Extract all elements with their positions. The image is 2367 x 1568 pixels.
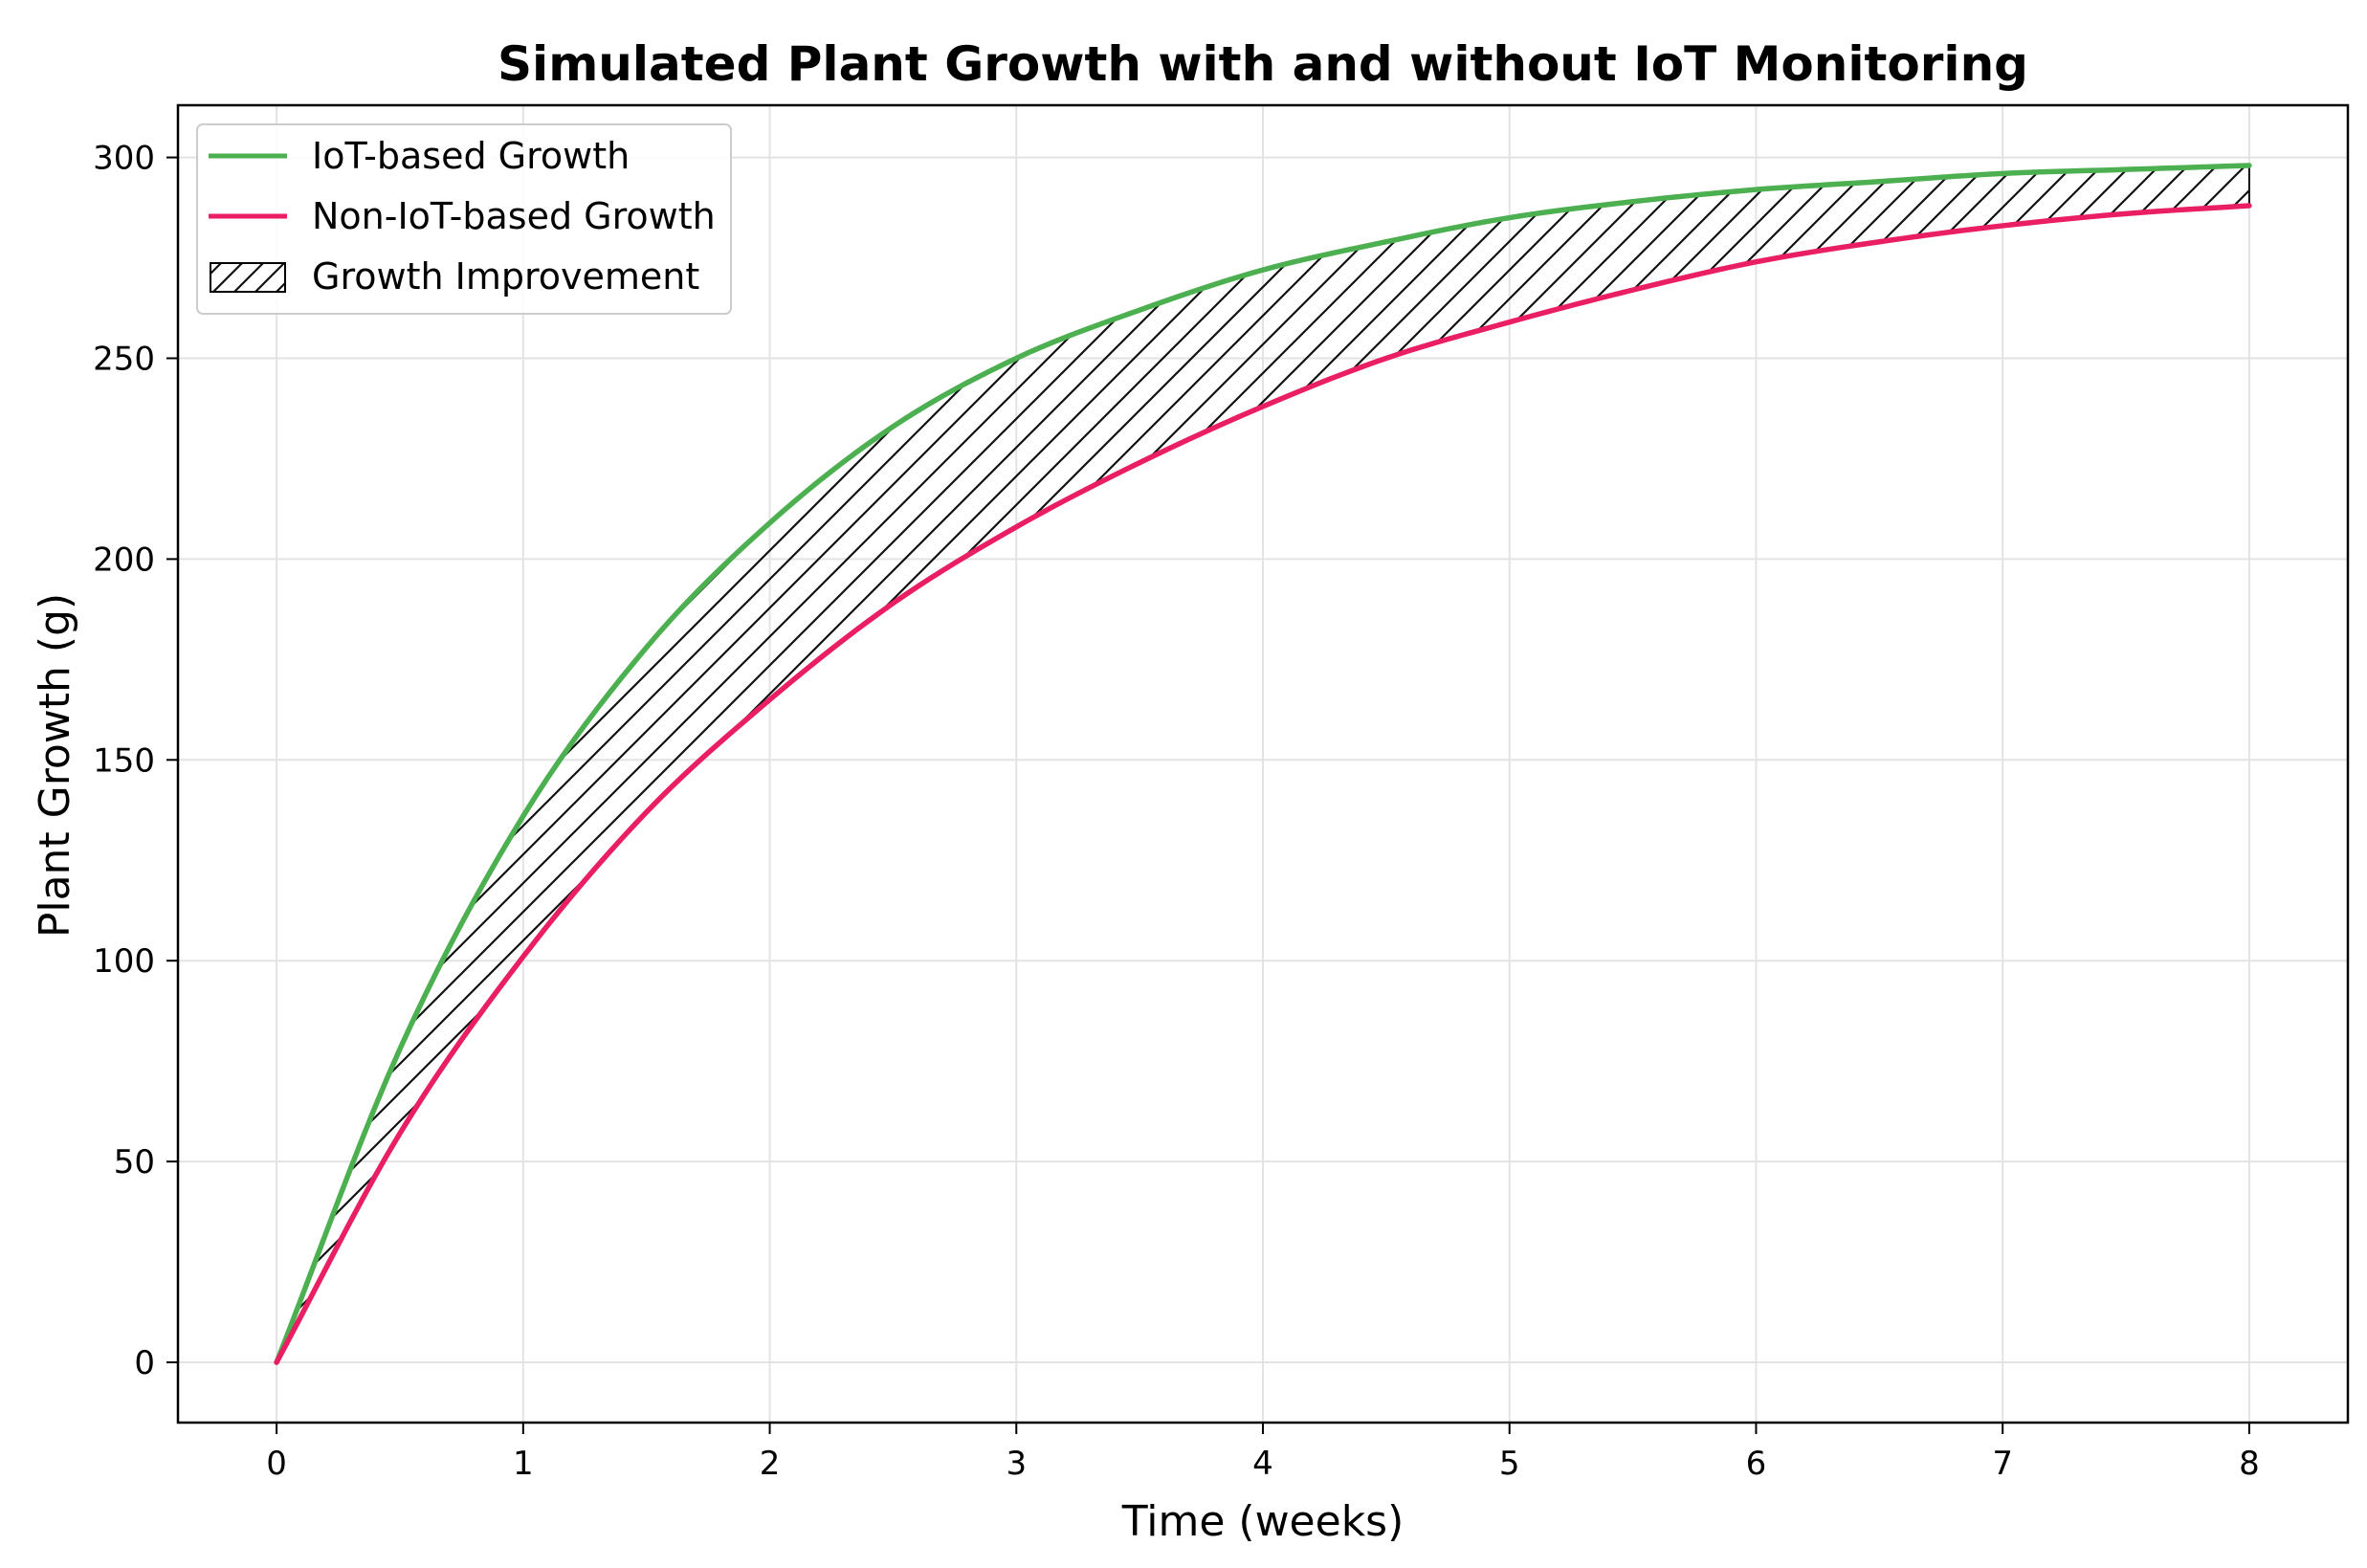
x-tick-label: 4 — [1252, 1445, 1273, 1483]
y-tick-label: 300 — [93, 140, 155, 178]
legend-label-non-iot: Non-IoT-based Growth — [312, 195, 716, 237]
chart-title: Simulated Plant Growth with and without … — [498, 36, 2028, 92]
y-tick-label: 50 — [114, 1143, 155, 1182]
y-tick-label: 100 — [93, 942, 155, 981]
x-tick-label: 3 — [1006, 1445, 1027, 1483]
x-tick-label: 7 — [1992, 1445, 2013, 1483]
legend: IoT-based Growth Non-IoT-based Growth Gr… — [197, 124, 731, 314]
y-tick-label: 250 — [93, 340, 155, 378]
y-tick-label: 200 — [93, 541, 155, 579]
x-tick-label: 0 — [266, 1445, 287, 1483]
legend-swatch-improvement — [210, 263, 285, 292]
y-tick-label: 0 — [134, 1344, 155, 1382]
legend-label-improvement: Growth Improvement — [312, 255, 699, 298]
x-tick-label: 8 — [2239, 1445, 2260, 1483]
x-tick-label: 2 — [760, 1445, 781, 1483]
x-axis-label: Time (weeks) — [1121, 1497, 1405, 1546]
legend-label-iot: IoT-based Growth — [312, 135, 630, 177]
y-axis-label: Plant Growth (g) — [31, 593, 79, 938]
x-tick-label: 6 — [1746, 1445, 1767, 1483]
y-tick-label: 150 — [93, 741, 155, 780]
x-tick-label: 1 — [513, 1445, 534, 1483]
x-tick-label: 5 — [1499, 1445, 1520, 1483]
